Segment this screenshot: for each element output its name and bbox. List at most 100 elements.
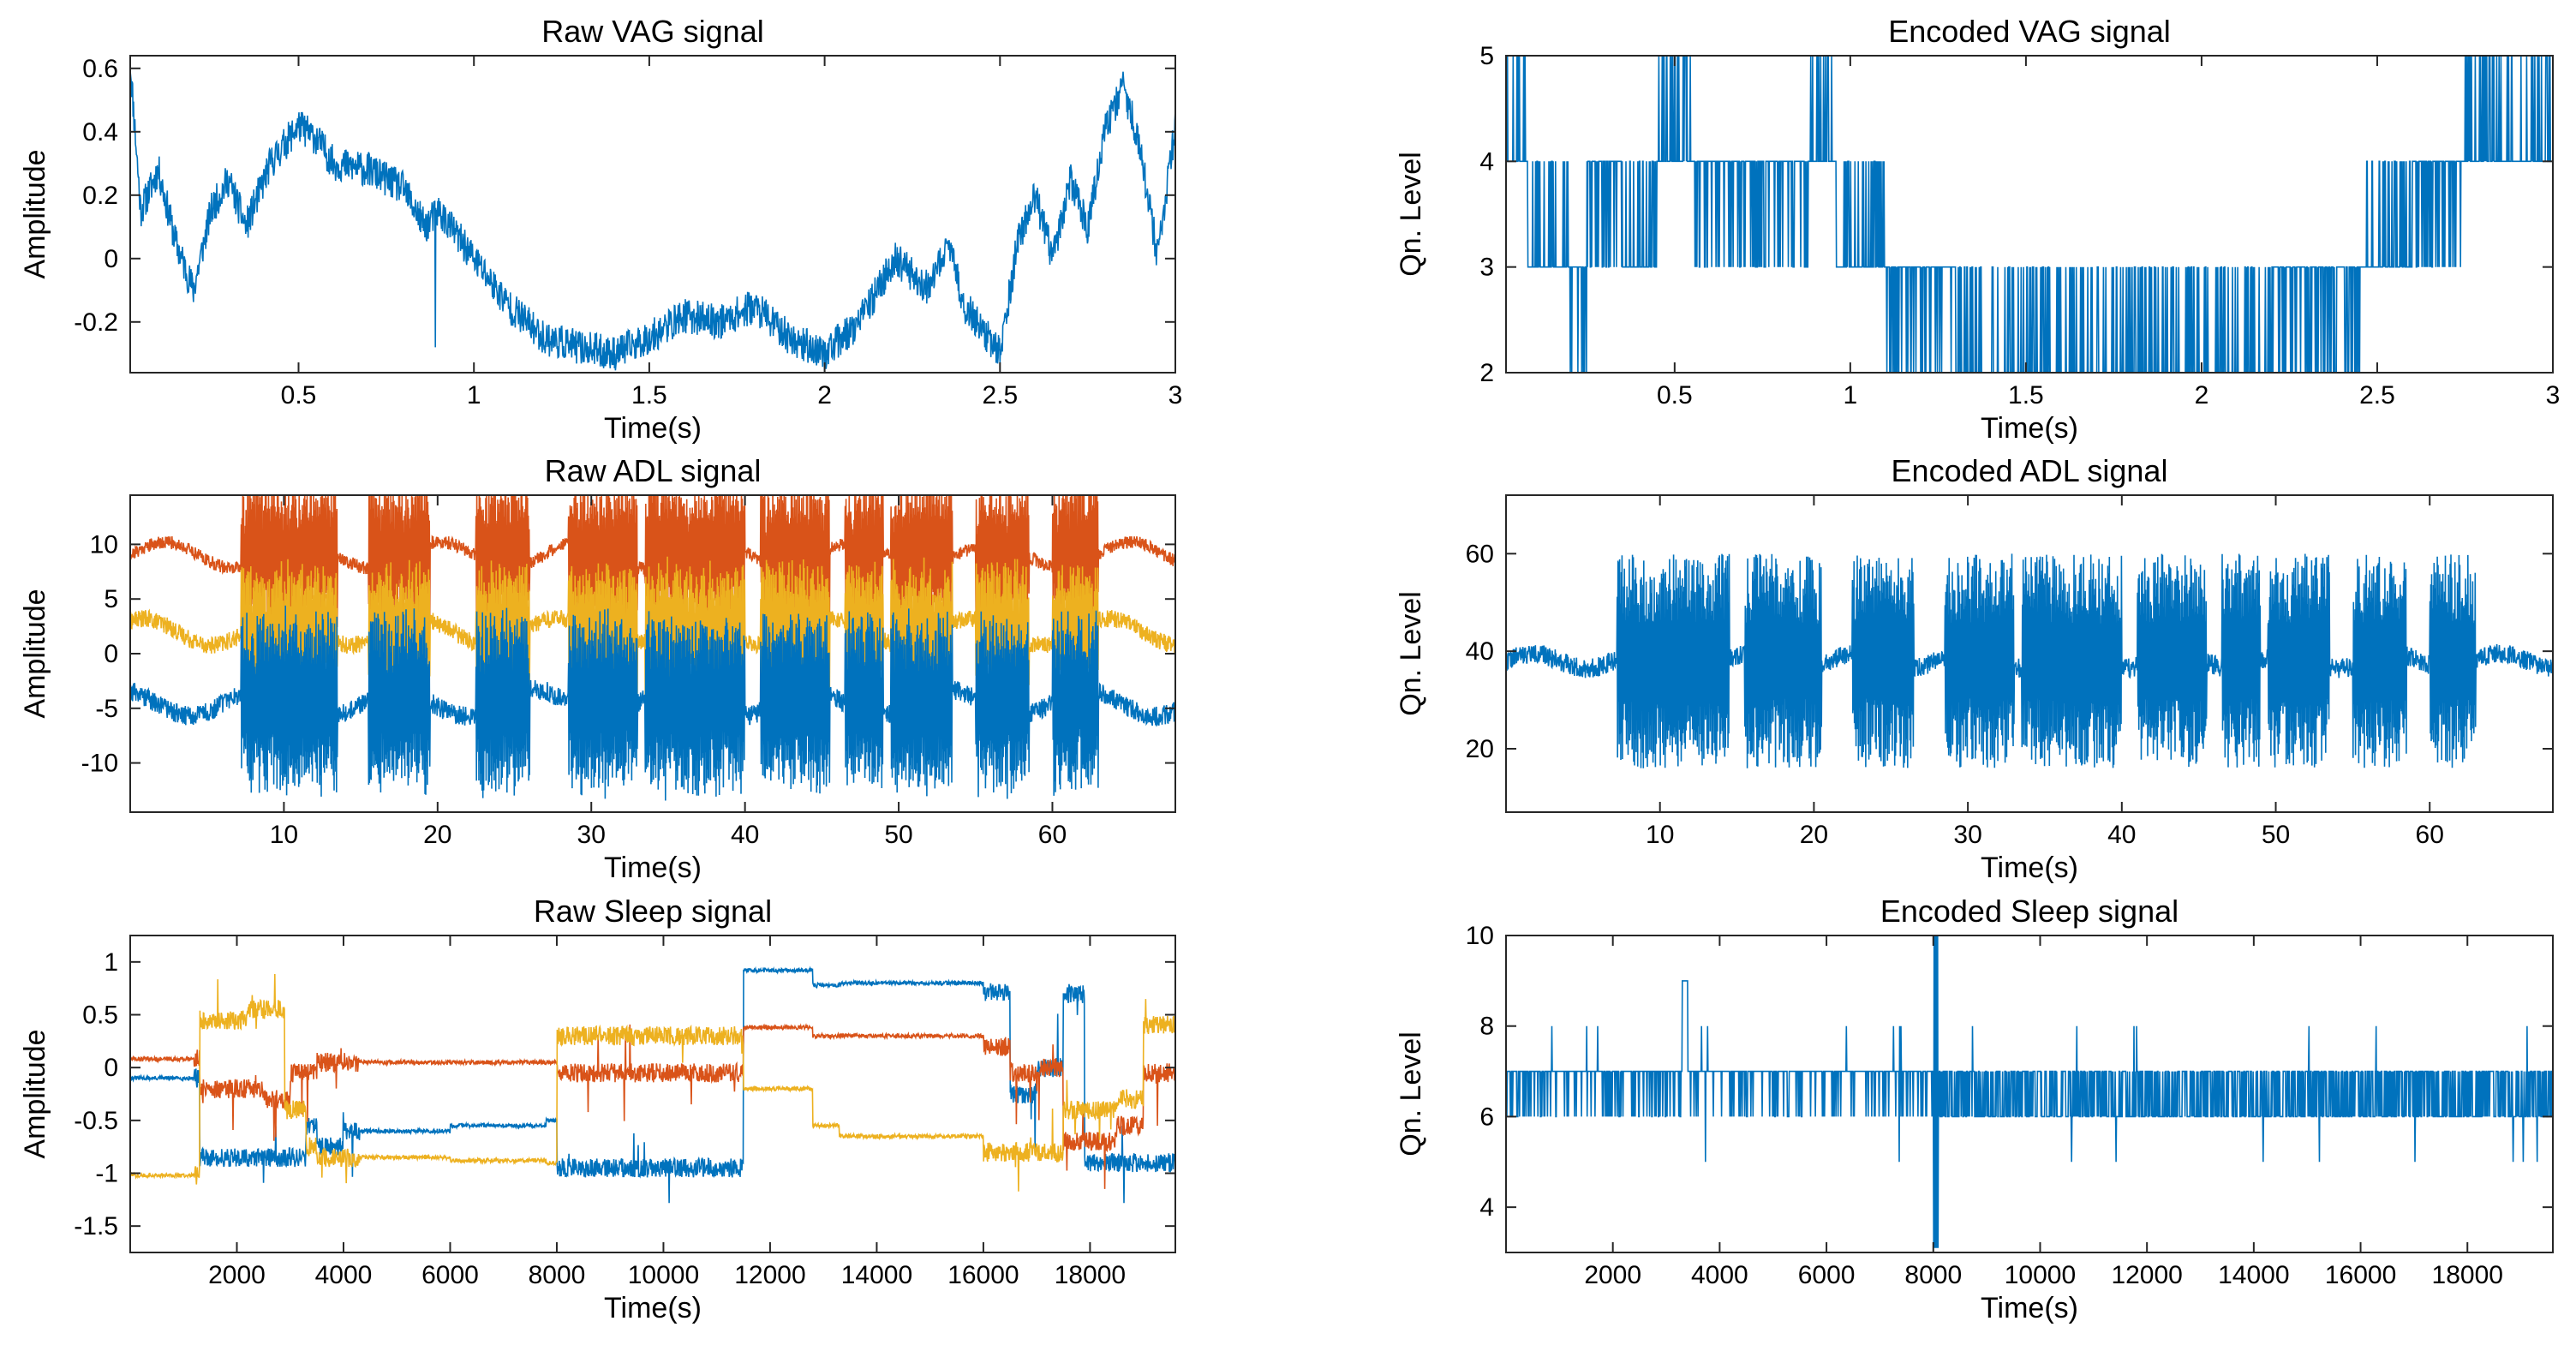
y-axis-label: Qn. Level [1395,1031,1427,1157]
series-encoded-sleep-encoded-sleep [1506,936,2553,1248]
x-tick-label: 50 [2262,821,2290,849]
y-tick-label: 0 [104,640,118,668]
series-raw-sleep-axis-3 [130,973,1175,1192]
x-tick-label: 18000 [2432,1261,2503,1289]
x-tick-label: 1.5 [631,381,667,409]
x-axis-label: Time(s) [604,412,702,445]
x-axis-label: Time(s) [604,852,702,884]
axes-box [129,55,1176,374]
x-tick-label: 40 [2107,821,2136,849]
x-tick-label: 1.5 [2008,381,2044,409]
chart-raw-adl: 10 20 30 40 50 60 -10 -5 0 5 10 Raw ADL signal Time(… [19,453,1176,884]
chart-raw-vag: 0.5 1 1.5 2 2.5 3 -0.2 0 0.2 0.4 0.6 Raw VAG signal… [19,14,1182,445]
x-tick-label: 40 [731,821,759,849]
chart-title: Raw Sleep signal [534,894,772,929]
series-raw-adl-axis-1 [130,495,1175,637]
x-tick-label: 8000 [1904,1261,1962,1289]
y-axis-label: Amplitude [19,149,51,278]
x-tick-label: 16000 [2325,1261,2396,1289]
x-tick-label: 12000 [2111,1261,2182,1289]
x-tick-label: 20 [1800,821,1828,849]
chart-encoded-vag: 0.5 1 1.5 2 2.5 3 2 3 4 5 Encoded VAG signal Time(s… [1395,14,2560,445]
y-tick-label: 0.4 [82,118,118,146]
axes-box [1505,494,2554,813]
y-tick-label: 8 [1479,1013,1494,1041]
x-tick-label: 2.5 [982,381,1018,409]
y-tick-label: -1 [95,1160,118,1188]
x-tick-label: 20 [423,821,451,849]
series-encoded-vag-encoded-vag [1506,56,2553,373]
x-tick-label: 1 [467,381,481,409]
x-tick-label: 18000 [1055,1261,1126,1289]
x-tick-label: 6000 [1798,1261,1856,1289]
x-tick-label: 60 [2416,821,2444,849]
chart-encoded-sleep: 2000 4000 6000 8000 10000 12000 14000 16000 1800… [1395,894,2554,1324]
x-tick-label: 1 [1844,381,1858,409]
chart-title: Raw VAG signal [541,14,763,49]
y-tick-label: -10 [81,750,118,778]
x-tick-label: 8000 [529,1261,586,1289]
x-tick-label: 16000 [947,1261,1019,1289]
y-tick-label: 10 [90,530,118,559]
chart-title: Encoded Sleep signal [1880,894,2179,929]
x-tick-label: 2 [817,381,832,409]
x-tick-label: 12000 [734,1261,805,1289]
y-tick-label: 4 [1479,147,1494,176]
y-tick-label: 4 [1479,1193,1494,1222]
y-tick-label: 20 [1466,735,1494,763]
x-tick-label: 10 [1646,821,1674,849]
y-tick-label: 0.6 [82,55,118,83]
x-tick-label: 4000 [315,1261,373,1289]
x-tick-label: 2000 [1584,1261,1641,1289]
y-axis-label: Qn. Level [1395,152,1427,277]
chart-raw-sleep: 2000 4000 6000 8000 10000 12000 14000 16000 1800… [19,894,1176,1324]
series-raw-adl-axis-3 [130,605,1175,801]
y-tick-label: 0 [104,1054,118,1082]
x-tick-label: 10000 [2005,1261,2076,1289]
x-axis-label: Time(s) [1981,852,2078,884]
y-tick-label: 5 [104,585,118,613]
x-axis-label: Time(s) [604,1292,702,1324]
y-tick-label: -0.2 [74,308,118,337]
y-axis-label: Amplitude [19,589,51,718]
x-tick-label: 14000 [841,1261,912,1289]
x-tick-label: 14000 [2218,1261,2289,1289]
y-tick-label: 5 [1479,42,1494,70]
y-tick-label: -1.5 [74,1212,118,1240]
y-tick-label: 3 [1479,254,1494,282]
y-tick-label: 2 [1479,359,1494,387]
x-tick-label: 10000 [628,1261,699,1289]
series-raw-vag-vag [130,70,1175,371]
x-tick-label: 30 [577,821,606,849]
x-tick-label: 2 [2195,381,2209,409]
x-tick-label: 60 [1038,821,1067,849]
x-tick-label: 0.5 [1657,381,1693,409]
axes-box [1505,55,2554,374]
x-tick-label: 10 [270,821,298,849]
x-tick-label: 2000 [208,1261,266,1289]
y-tick-label: 1 [104,948,118,977]
y-axis-label: Qn. Level [1395,591,1427,716]
chart-encoded-adl: 10 20 30 40 50 60 20 40 60 Encoded ADL signal Time… [1395,453,2554,884]
chart-title: Encoded ADL signal [1892,453,2168,488]
y-tick-label: 0 [104,245,118,273]
axes-box [129,935,1176,1253]
chart-title: Encoded VAG signal [1888,14,2171,49]
y-tick-label: -5 [95,695,118,723]
y-tick-label: 0.5 [82,1001,118,1030]
chart-title: Raw ADL signal [545,453,762,488]
y-tick-label: 0.2 [82,182,118,210]
y-tick-label: -0.5 [74,1107,118,1135]
y-tick-label: 60 [1466,540,1494,568]
x-tick-label: 2.5 [2359,381,2395,409]
x-tick-label: 6000 [421,1261,479,1289]
y-tick-label: 10 [1466,922,1494,950]
x-axis-label: Time(s) [1981,1292,2078,1324]
x-tick-label: 50 [884,821,912,849]
y-tick-label: 40 [1466,637,1494,666]
x-tick-label: 3 [2546,381,2561,409]
x-tick-label: 3 [1168,381,1183,409]
series-raw-sleep-axis-1 [130,965,1175,1204]
y-axis-label: Amplitude [19,1029,51,1158]
